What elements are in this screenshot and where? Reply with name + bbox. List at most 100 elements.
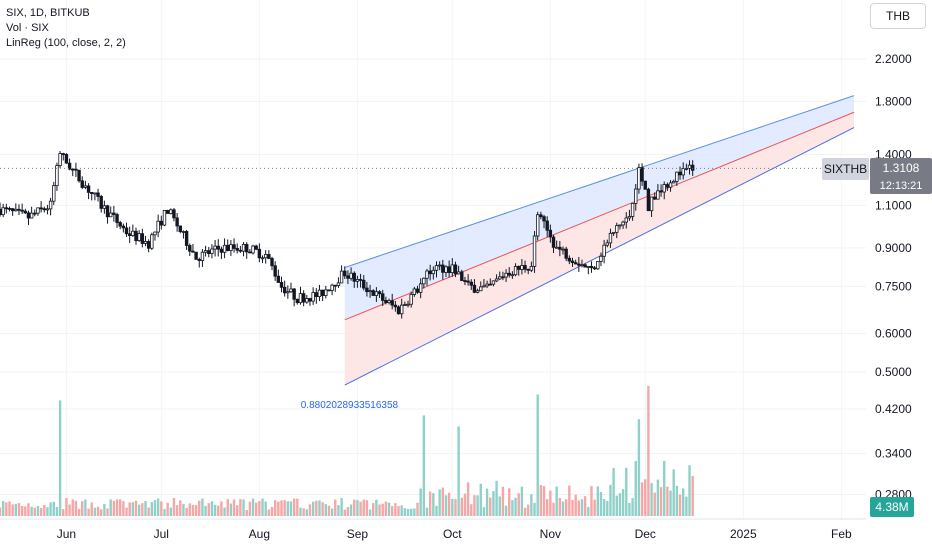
volume-bar xyxy=(273,500,277,516)
volume-bar xyxy=(311,501,315,516)
y-tick-label: 0.4200 xyxy=(875,402,912,416)
candlesticks xyxy=(0,150,695,319)
candle-body xyxy=(99,196,103,209)
volume-bar xyxy=(141,503,144,516)
volume-bar xyxy=(201,498,204,516)
candle-body xyxy=(216,245,220,250)
volume-bar xyxy=(609,484,612,516)
candle-body xyxy=(368,290,372,293)
volume-bar xyxy=(441,487,445,516)
legend-symbol[interactable]: SIX, 1D, BITKUB xyxy=(6,7,90,19)
volume-bar xyxy=(283,500,286,516)
candle-body xyxy=(611,231,616,234)
volume-bar xyxy=(365,500,369,516)
candle-body xyxy=(200,251,205,261)
volume-bar xyxy=(93,507,97,516)
volume-bar xyxy=(81,501,84,516)
volume-bar xyxy=(185,507,188,516)
volume-bar xyxy=(198,500,201,516)
volume-bar xyxy=(58,400,62,516)
candle-body xyxy=(678,171,682,176)
volume-bar xyxy=(62,509,65,516)
candle-body xyxy=(317,289,322,297)
candle-body xyxy=(494,278,499,282)
volume-bar xyxy=(520,486,524,516)
volume-bar xyxy=(24,506,27,516)
candle-body xyxy=(29,212,34,219)
volume-bar xyxy=(36,505,40,516)
candle-body xyxy=(637,167,641,190)
volume-bar xyxy=(432,493,435,516)
candle-body xyxy=(14,208,18,212)
volume-bar xyxy=(561,501,565,516)
volume-bar xyxy=(356,500,359,516)
candle-body xyxy=(343,270,347,277)
candle-body xyxy=(162,210,167,226)
volume-bar xyxy=(153,500,157,516)
volume-bar xyxy=(517,493,520,516)
legend-linreg[interactable]: LinReg (100, close, 2, 2) xyxy=(6,37,126,49)
volume-bar xyxy=(372,503,375,516)
volume-bar xyxy=(156,498,160,516)
candle-body xyxy=(153,231,157,236)
volume-bar xyxy=(552,502,555,516)
candle-body xyxy=(472,284,477,293)
candle-body xyxy=(437,264,442,267)
volume-bar xyxy=(349,504,353,516)
volume-bar xyxy=(394,503,397,516)
volume-bar xyxy=(343,509,346,516)
volume-bar xyxy=(239,499,242,516)
volume-bar xyxy=(416,502,419,516)
candle-body xyxy=(121,225,126,229)
candle-body xyxy=(346,275,350,279)
volume-bar xyxy=(438,489,441,516)
volume-bar xyxy=(685,496,688,516)
volume-bar xyxy=(30,506,33,516)
volume-bar xyxy=(229,503,233,516)
candle-body xyxy=(226,244,230,252)
candle-body xyxy=(434,265,439,271)
candle-body xyxy=(551,236,556,248)
candle-body xyxy=(96,192,100,197)
volume-bar xyxy=(163,509,166,516)
volume-bar xyxy=(100,509,103,516)
regression-lower-fill xyxy=(344,112,854,386)
candle-body xyxy=(102,205,107,209)
candle-body xyxy=(539,214,543,218)
candle-body xyxy=(33,212,37,215)
volume-bar xyxy=(242,499,245,516)
candle-body xyxy=(621,221,625,226)
candle-body xyxy=(229,244,233,252)
y-tick-label: 1.1000 xyxy=(875,198,912,212)
volume-bar xyxy=(20,505,24,516)
candle-body xyxy=(333,284,337,287)
candle-body xyxy=(213,245,217,250)
volume-bar xyxy=(583,496,587,516)
candle-body xyxy=(7,207,12,210)
volume-bar xyxy=(368,509,372,516)
volume-bar xyxy=(564,499,568,516)
candle-body xyxy=(690,164,695,171)
volume-bar xyxy=(688,465,691,516)
candle-body xyxy=(295,298,300,304)
volume-bar xyxy=(470,504,473,516)
volume-bar xyxy=(621,489,625,516)
candle-body xyxy=(396,306,401,315)
volume-bar xyxy=(498,496,501,516)
volume-bar xyxy=(166,502,169,516)
candle-body xyxy=(649,196,654,212)
candle-body xyxy=(156,220,160,233)
candle-body xyxy=(469,281,473,286)
volume-bar xyxy=(1,500,5,516)
volume-bar xyxy=(270,506,274,516)
currency-button[interactable]: THB xyxy=(870,3,926,29)
volume-bar xyxy=(485,488,489,516)
candle-body xyxy=(159,220,164,226)
legend-volume[interactable]: Vol · SIX xyxy=(6,22,49,34)
candle-body xyxy=(393,304,398,308)
candle-body xyxy=(279,282,284,288)
volume-bar xyxy=(451,498,454,516)
candle-body xyxy=(327,289,331,292)
chart-legend: SIX, 1D, BITKUB Vol · SIX LinReg (100, c… xyxy=(6,6,126,51)
